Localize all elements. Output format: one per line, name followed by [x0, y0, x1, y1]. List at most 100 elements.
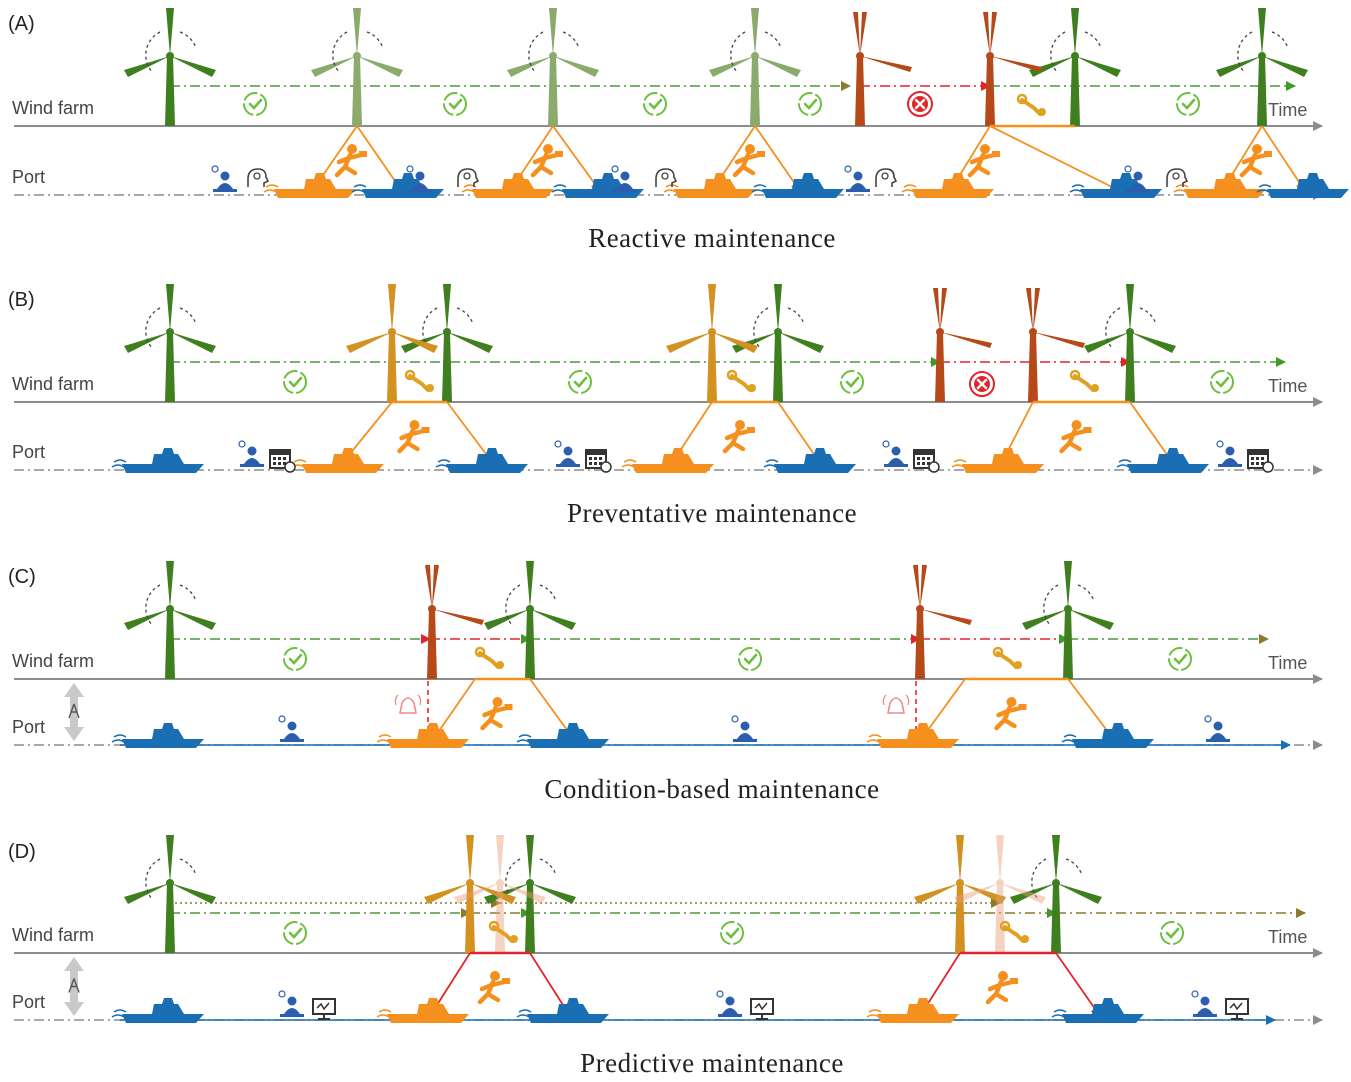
vessel-cabin	[792, 179, 824, 189]
vessel-bridge	[314, 173, 326, 179]
turbine-blade	[454, 883, 500, 904]
wrench-head	[1069, 369, 1081, 381]
wind-turbine-icon	[1029, 8, 1121, 126]
vessel-wake	[551, 184, 567, 193]
turbine-hub	[466, 879, 474, 887]
time-axis-label: Time	[1268, 927, 1307, 947]
technician-running-icon	[334, 144, 367, 178]
operator-body	[1130, 183, 1146, 189]
panel-label: (A)	[8, 13, 35, 35]
technician-head	[347, 144, 357, 154]
operator-head	[1213, 721, 1223, 731]
operator-desk	[213, 189, 237, 192]
vessel-cabin	[1157, 454, 1189, 464]
turbine-hub	[956, 879, 964, 887]
wind-turbine-icon	[124, 561, 216, 679]
monitoring-screen-icon	[750, 998, 774, 1020]
wrench-nut	[1014, 661, 1022, 669]
operator-head	[740, 721, 750, 731]
repair-wrench-icon	[404, 369, 434, 392]
idea-head-icon	[875, 168, 898, 187]
technician-running-icon	[985, 971, 1018, 1005]
panel-caption: Condition-based maintenance	[544, 774, 879, 804]
vessel-wake	[1256, 184, 1272, 193]
operator-desk	[613, 189, 637, 192]
wind-turbine-icon	[853, 12, 912, 126]
failure-cross	[914, 98, 926, 110]
calendar-day	[594, 457, 597, 460]
vessel-icon	[263, 173, 356, 198]
vessel-icon	[1069, 173, 1162, 198]
vessel-icon	[376, 723, 469, 748]
vessel-wake	[461, 184, 477, 193]
vessel-icon	[111, 723, 204, 748]
vessel-icon	[1116, 448, 1209, 473]
vessel-icon	[351, 173, 444, 198]
vessel-hull	[1072, 739, 1154, 748]
wind-turbine-icon	[666, 284, 758, 402]
turbine-blade	[990, 56, 1042, 72]
turbine-tower	[707, 332, 717, 402]
check-mark	[1215, 376, 1230, 388]
technician-toolbox	[757, 151, 765, 157]
turbine-tower	[387, 332, 397, 402]
vessel-cabin	[304, 179, 336, 189]
monitoring-screen-icon	[1225, 998, 1249, 1020]
operator-body	[1197, 1008, 1213, 1014]
vessel-wake	[1173, 184, 1189, 193]
technician-toolbox	[747, 427, 755, 433]
vessel-bridge	[162, 723, 174, 729]
operator-desk	[280, 739, 304, 742]
calendar-day	[589, 462, 592, 465]
turbine-blade	[507, 56, 553, 77]
calendar-day	[273, 457, 276, 460]
wind-turbine-icon	[124, 8, 216, 126]
calendar-day	[927, 462, 930, 465]
vessel-hull	[962, 464, 1044, 473]
turbine-hub	[496, 879, 504, 887]
turbine-blade	[311, 56, 357, 77]
turbine-hub	[526, 879, 534, 887]
operator-badge	[731, 715, 739, 723]
turbine-tower	[165, 332, 175, 402]
operator-desk-icon	[211, 165, 237, 192]
wrench-nut	[1021, 935, 1029, 943]
operator-head	[853, 171, 863, 181]
vessel-bridge	[917, 998, 929, 1004]
operator-desk-icon	[278, 990, 304, 1017]
turbine-blade	[709, 56, 755, 77]
calendar-day	[278, 462, 281, 465]
turbine-blade	[1126, 284, 1134, 332]
technician-running-icon	[722, 420, 755, 454]
operator-head	[620, 171, 630, 181]
turbine-blade	[170, 56, 216, 77]
bulb-glyph	[463, 172, 471, 180]
operator-head	[415, 171, 425, 181]
check-icon	[283, 647, 307, 671]
vessel-bridge	[1224, 173, 1236, 179]
port-label: Port	[12, 992, 45, 1012]
turbine-blade	[447, 332, 493, 353]
turbine-blade	[920, 565, 927, 609]
check-icon	[643, 92, 667, 116]
technician-running-icon	[530, 144, 563, 178]
turbine-blade	[170, 609, 216, 630]
operator-head	[287, 721, 297, 731]
technician-head	[735, 420, 745, 430]
turbine-blade	[170, 883, 216, 904]
vessel-wake	[1061, 734, 1077, 743]
turbine-tower	[465, 883, 475, 953]
turbine-blade	[484, 883, 530, 904]
technician-toolbox	[555, 151, 563, 157]
turbine-blade	[1071, 8, 1079, 56]
check-mark	[803, 98, 818, 110]
vessel-hull	[1127, 464, 1209, 473]
turbine-blade	[1075, 56, 1121, 77]
turbine-blade	[933, 288, 940, 332]
vessel-bridge	[1002, 448, 1014, 454]
check-icon	[243, 92, 267, 116]
check-mark	[288, 653, 303, 665]
wrench-nut	[1091, 384, 1099, 392]
turbine-tower	[773, 332, 783, 402]
